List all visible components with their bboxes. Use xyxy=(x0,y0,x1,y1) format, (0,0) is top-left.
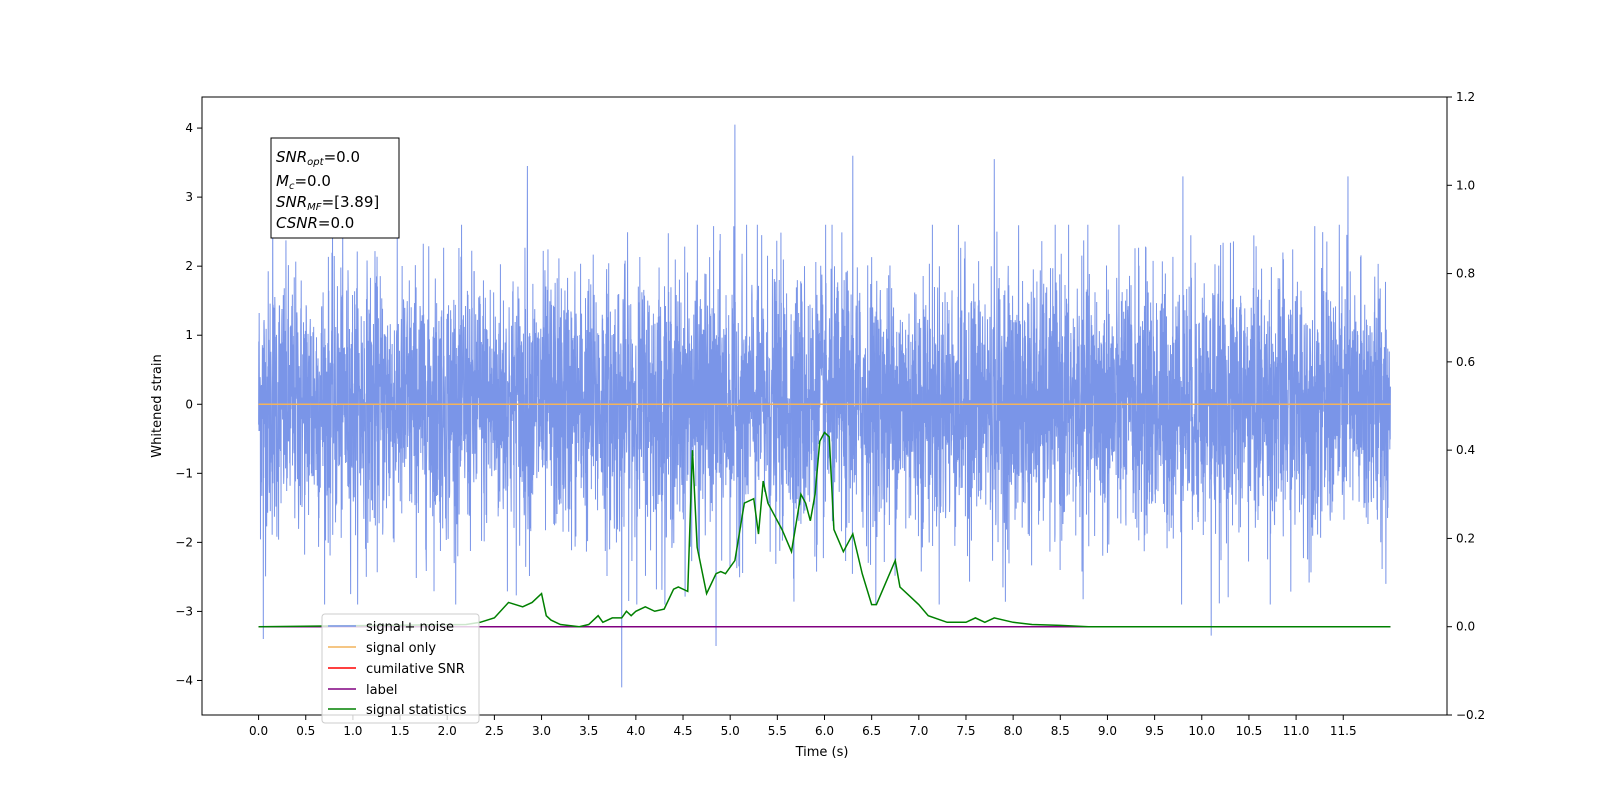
annotation-box: SNRopt=0.0 Mc=0.0 SNRMF=[3.89] CSNR=0.0 xyxy=(270,137,400,239)
x-tick-label: 9.0 xyxy=(1098,724,1117,738)
y-axis-right: −0.2 0.0 0.2 0.4 0.6 0.8 1.0 1.2 xyxy=(1447,90,1485,722)
x-tick-label: 10.5 xyxy=(1236,724,1263,738)
x-axis: 0.0 0.5 1.0 1.5 2.0 2.5 3.0 3.5 4.0 4.5 5.0 5.5 6.0 6… xyxy=(249,715,1357,738)
y-tick-label-right: 0.2 xyxy=(1456,531,1475,545)
x-tick-label: 8.5 xyxy=(1051,724,1070,738)
annotation-snr-opt: SNRopt=0.0 xyxy=(276,148,360,168)
x-tick-label: 7.0 xyxy=(909,724,928,738)
x-tick-label: 6.5 xyxy=(862,724,881,738)
annotation-mc: Mc=0.0 xyxy=(276,172,331,192)
legend-frame xyxy=(321,613,480,724)
annotation-snr-mf: SNRMF=[3.89] xyxy=(276,193,379,213)
y-tick-label-left: 3 xyxy=(185,190,193,204)
y-tick-label-left: 1 xyxy=(185,328,193,342)
y-tick-label-left: 2 xyxy=(185,259,193,273)
y-tick-label-right: 0.0 xyxy=(1456,620,1475,634)
x-tick-label: 1.5 xyxy=(391,724,410,738)
x-tick-label: 2.0 xyxy=(438,724,457,738)
x-axis-label: Time (s) xyxy=(795,745,849,760)
y-tick-label-left: −2 xyxy=(175,535,193,549)
svg-text:signal statistics: signal statistics xyxy=(366,703,467,718)
y-tick-label-left: −1 xyxy=(175,466,193,480)
x-tick-label: 11.5 xyxy=(1330,724,1357,738)
series-signal-noise xyxy=(258,124,1391,688)
y-tick-label-right: 0.4 xyxy=(1456,443,1475,457)
y-axis-label-left: Whitened strain xyxy=(150,354,165,457)
x-tick-label: 5.5 xyxy=(768,724,787,738)
x-tick-label: 9.5 xyxy=(1145,724,1164,738)
legend-entry-signal-only: signal only xyxy=(328,641,436,656)
x-tick-label: 10.0 xyxy=(1188,724,1215,738)
y-tick-label-left: 4 xyxy=(185,121,193,135)
y-tick-label-right: 1.2 xyxy=(1456,90,1475,104)
legend-entry-label: label xyxy=(328,683,397,698)
y-tick-label-right: 1.0 xyxy=(1456,178,1475,192)
svg-text:label: label xyxy=(366,683,397,698)
y-tick-label-left: −3 xyxy=(175,604,193,618)
y-axis-left: −4 −3 −2 −1 0 1 2 3 4 xyxy=(175,121,202,687)
svg-text:cumilative SNR: cumilative SNR xyxy=(366,662,465,677)
legend-entry-signal-noise: signal+ noise xyxy=(328,620,454,635)
x-tick-label: 7.5 xyxy=(956,724,975,738)
x-tick-label: 1.0 xyxy=(343,724,362,738)
x-tick-label: 3.0 xyxy=(532,724,551,738)
y-tick-label-left: −4 xyxy=(175,673,193,687)
x-tick-label: 4.5 xyxy=(673,724,692,738)
x-tick-label: 0.5 xyxy=(296,724,315,738)
svg-text:signal only: signal only xyxy=(366,641,436,656)
x-tick-label: 3.5 xyxy=(579,724,598,738)
annotation-csnr: CSNR=0.0 xyxy=(276,214,354,232)
svg-text:signal+ noise: signal+ noise xyxy=(366,620,454,635)
legend-entry-cumulative-snr: cumilative SNR xyxy=(328,662,465,677)
y-tick-label-right: −0.2 xyxy=(1456,708,1485,722)
y-tick-label-left: 0 xyxy=(185,397,193,411)
series-signal-statistics xyxy=(258,431,1391,628)
legend: signal+ noise signal only cumilative SNR… xyxy=(321,613,480,724)
x-tick-label: 11.0 xyxy=(1283,724,1310,738)
x-tick-label: 4.0 xyxy=(626,724,645,738)
x-tick-label: 6.0 xyxy=(815,724,834,738)
x-tick-label: 0.0 xyxy=(249,724,268,738)
legend-entry-signal-statistics: signal statistics xyxy=(328,703,467,718)
x-tick-label: 5.0 xyxy=(721,724,740,738)
y-tick-label-right: 0.8 xyxy=(1456,267,1475,281)
y-tick-label-right: 0.6 xyxy=(1456,355,1475,369)
x-tick-label: 8.0 xyxy=(1004,724,1023,738)
plot-area xyxy=(258,124,1391,688)
x-tick-label: 2.5 xyxy=(485,724,504,738)
